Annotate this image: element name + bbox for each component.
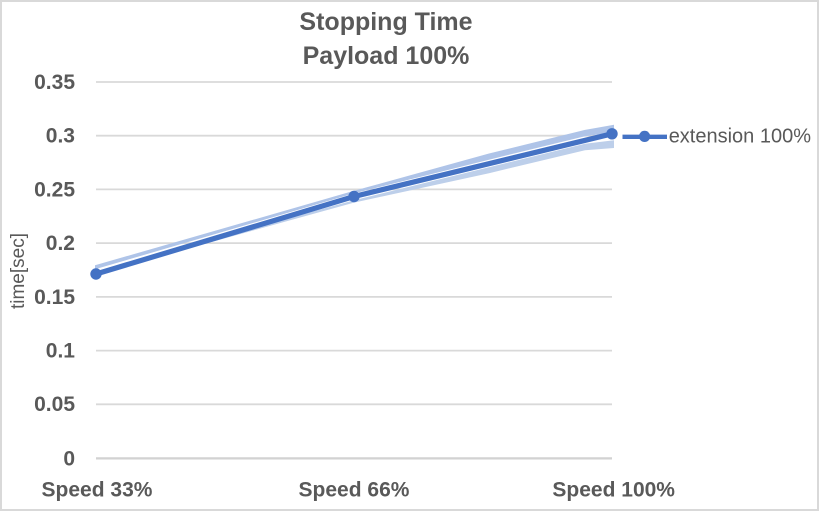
- svg-text:Speed 66%: Speed 66%: [299, 479, 410, 502]
- svg-text:0.25: 0.25: [34, 178, 75, 201]
- svg-text:Speed 33%: Speed 33%: [42, 479, 153, 502]
- svg-text:0.2: 0.2: [46, 232, 75, 255]
- svg-text:extension 100%: extension 100%: [669, 125, 812, 147]
- svg-text:0.05: 0.05: [34, 393, 75, 416]
- svg-text:Payload 100%: Payload 100%: [303, 42, 470, 70]
- svg-text:time[sec]: time[sec]: [8, 233, 29, 309]
- svg-text:Stopping Time: Stopping Time: [299, 8, 472, 36]
- svg-text:0.15: 0.15: [34, 286, 75, 309]
- svg-text:0.3: 0.3: [46, 125, 75, 148]
- svg-text:0: 0: [63, 447, 75, 470]
- svg-text:0.35: 0.35: [34, 71, 75, 94]
- svg-text:Speed 100%: Speed 100%: [552, 479, 675, 502]
- svg-text:0.1: 0.1: [46, 340, 76, 363]
